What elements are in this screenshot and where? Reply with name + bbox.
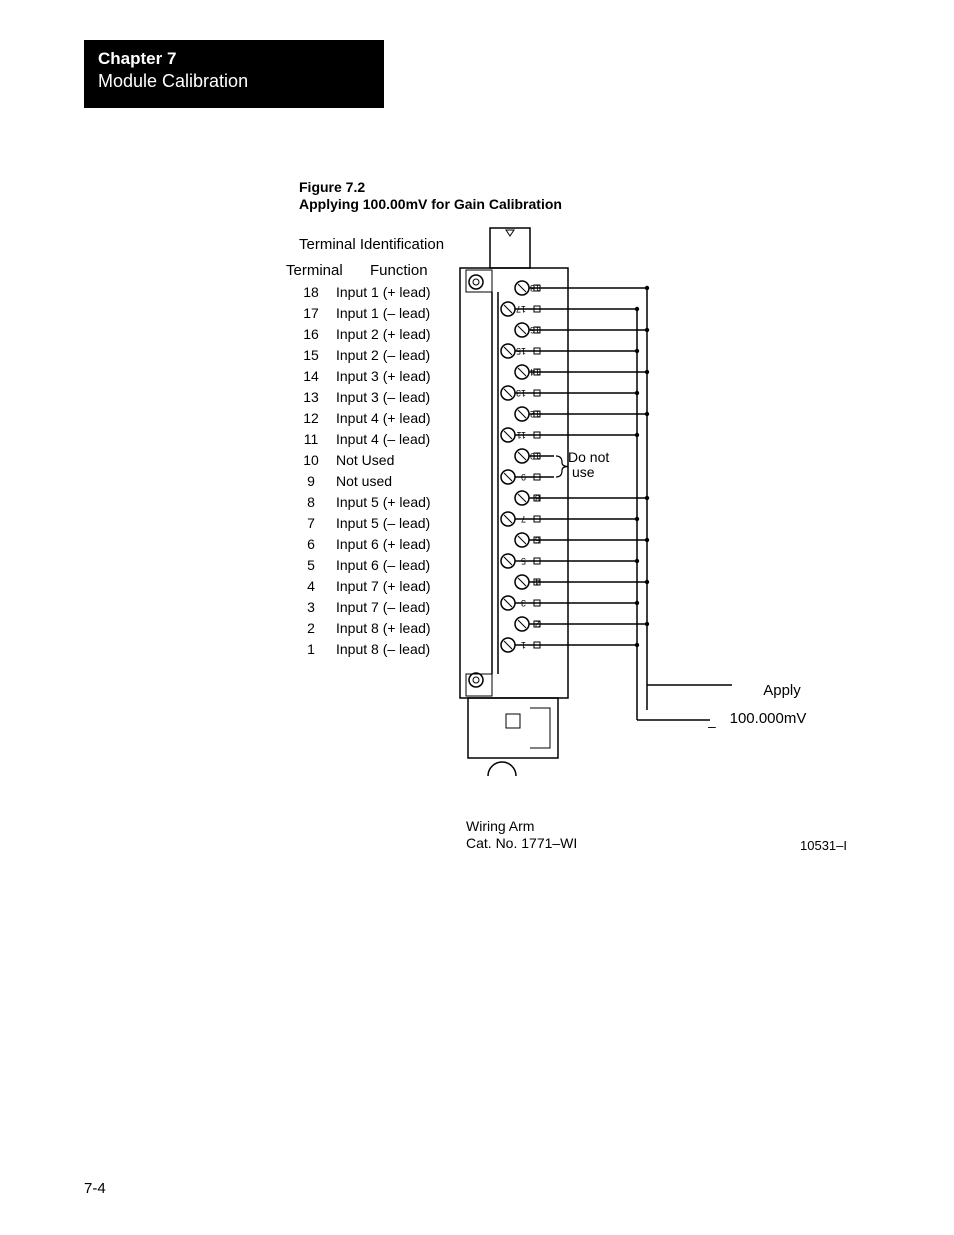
terminal-function: Input 6 (+ lead) (336, 536, 446, 557)
terminal-function: Not used (336, 473, 446, 494)
terminal-row: 8Input 5 (+ lead) (286, 494, 446, 515)
terminal-function: Input 7 (+ lead) (336, 578, 446, 599)
do-not-use-line2: use (572, 465, 595, 480)
terminal-row: 4Input 7 (+ lead) (286, 578, 446, 599)
terminal-number: 4 (286, 578, 336, 599)
terminal-number: 1 (286, 641, 336, 662)
terminal-number: 10 (286, 452, 336, 473)
figure-id: 10531–I (800, 838, 847, 853)
terminal-function: Input 5 (+ lead) (336, 494, 446, 515)
figure-number: Figure 7.2 (299, 179, 365, 195)
wiring-arm-line1: Wiring Arm (466, 818, 577, 835)
terminal-number: 8 (286, 494, 336, 515)
terminal-row: 13Input 3 (– lead) (286, 389, 446, 410)
minus-symbol: – (708, 718, 716, 734)
chapter-subtitle: Module Calibration (98, 70, 370, 92)
column-header-function: Function (370, 262, 428, 279)
terminal-number: 13 (286, 389, 336, 410)
terminal-row: 15Input 2 (– lead) (286, 347, 446, 368)
terminal-number: 6 (286, 536, 336, 557)
header-bar: Chapter 7 Module Calibration (84, 40, 384, 108)
terminal-row: 11Input 4 (– lead) (286, 431, 446, 452)
terminal-row: 17Input 1 (– lead) (286, 305, 446, 326)
terminal-function: Input 1 (+ lead) (336, 284, 446, 305)
terminal-function: Input 6 (– lead) (336, 557, 446, 578)
figure-caption: Applying 100.00mV for Gain Calibration (299, 196, 562, 212)
terminal-number: 16 (286, 326, 336, 347)
terminal-row: 18Input 1 (+ lead) (286, 284, 446, 305)
terminal-function: Input 3 (– lead) (336, 389, 446, 410)
page-number: 7-4 (84, 1180, 106, 1197)
chapter-label: Chapter 7 (98, 48, 370, 70)
terminal-table: 18Input 1 (+ lead)17Input 1 (– lead)16In… (286, 284, 446, 662)
do-not-use-line1: Do not (568, 450, 609, 465)
terminal-identification-heading: Terminal Identification (299, 236, 444, 253)
terminal-function: Input 5 (– lead) (336, 515, 446, 536)
terminal-row: 10Not Used (286, 452, 446, 473)
terminal-number: 7 (286, 515, 336, 536)
wiring-arm-caption: Wiring Arm Cat. No. 1771–WI (466, 818, 577, 852)
wiring-arm-line2: Cat. No. 1771–WI (466, 835, 577, 852)
terminal-number: 14 (286, 368, 336, 389)
terminal-function: Input 2 (– lead) (336, 347, 446, 368)
terminal-function: Input 8 (+ lead) (336, 620, 446, 641)
terminal-row: 9Not used (286, 473, 446, 494)
terminal-row: 12Input 4 (+ lead) (286, 410, 446, 431)
terminal-number: 17 (286, 305, 336, 326)
apply-value: 100.000mV (718, 710, 818, 727)
terminal-number: 15 (286, 347, 336, 368)
terminal-function: Input 1 (– lead) (336, 305, 446, 326)
terminal-row: 3Input 7 (– lead) (286, 599, 446, 620)
terminal-function: Input 4 (– lead) (336, 431, 446, 452)
terminal-number: 5 (286, 557, 336, 578)
terminal-number: 11 (286, 431, 336, 452)
terminal-row: 5Input 6 (– lead) (286, 557, 446, 578)
terminal-row: 14Input 3 (+ lead) (286, 368, 446, 389)
terminal-function: Input 7 (– lead) (336, 599, 446, 620)
terminal-row: 7Input 5 (– lead) (286, 515, 446, 536)
terminal-number: 12 (286, 410, 336, 431)
terminal-row: 2Input 8 (+ lead) (286, 620, 446, 641)
terminal-number: 2 (286, 620, 336, 641)
column-header-terminal: Terminal (286, 262, 343, 279)
terminal-number: 9 (286, 473, 336, 494)
terminal-function: Not Used (336, 452, 446, 473)
terminal-function: Input 3 (+ lead) (336, 368, 446, 389)
page: Chapter 7 Module Calibration Figure 7.2 … (0, 0, 954, 1235)
terminal-number: 3 (286, 599, 336, 620)
terminal-row: 6Input 6 (+ lead) (286, 536, 446, 557)
apply-label: Apply (742, 682, 822, 699)
terminal-function: Input 2 (+ lead) (336, 326, 446, 347)
terminal-row: 16Input 2 (+ lead) (286, 326, 446, 347)
terminal-number: 18 (286, 284, 336, 305)
terminal-row: 1Input 8 (– lead) (286, 641, 446, 662)
terminal-function: Input 4 (+ lead) (336, 410, 446, 431)
terminal-function: Input 8 (– lead) (336, 641, 446, 662)
